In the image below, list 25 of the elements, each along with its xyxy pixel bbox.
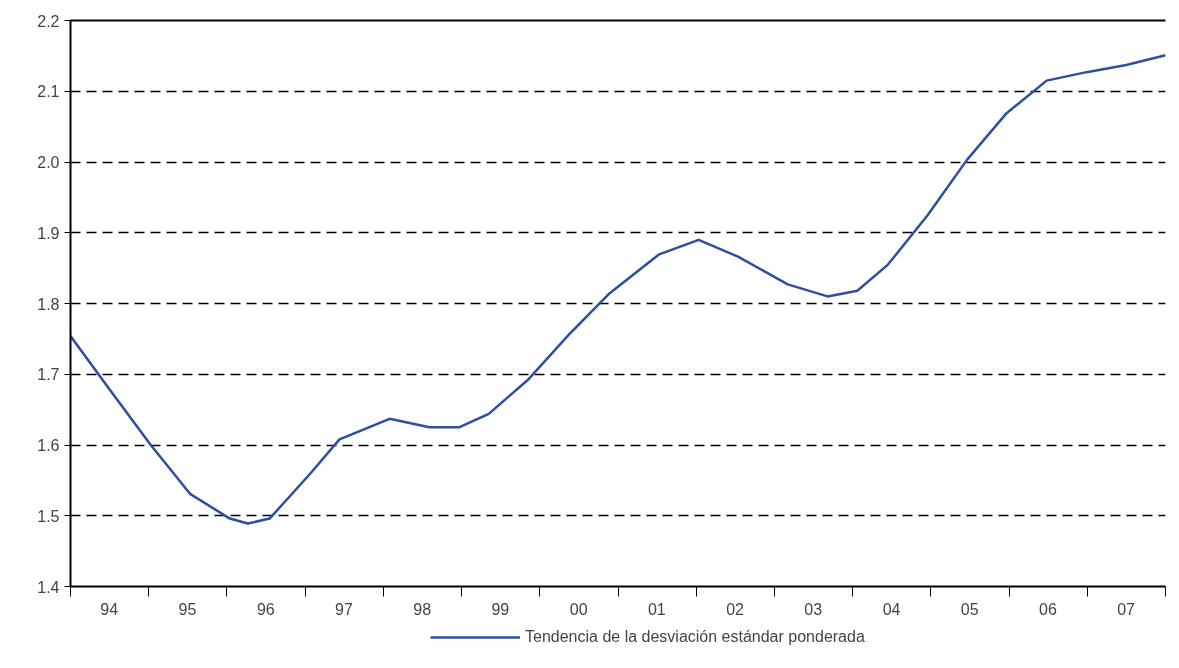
- x-tick-label: 06: [1039, 600, 1057, 618]
- y-tick-label: 1.6: [37, 437, 60, 454]
- x-tick-label: 01: [647, 600, 666, 618]
- x-tick-label: 05: [960, 600, 979, 618]
- x-tick-label: 97: [335, 600, 353, 618]
- y-tick-label: 2.2: [37, 12, 60, 30]
- y-tick-label: 1.5: [37, 507, 60, 525]
- y-tick-label: 1.7: [37, 366, 60, 384]
- y-tick-label: 2.1: [37, 83, 60, 101]
- text: Tendencia de la desviación estándar ponderada: [525, 628, 865, 646]
- y-tick-label: 1.9: [37, 224, 60, 242]
- x-tick-label: 98: [413, 600, 432, 618]
- x-tick-label: 95: [178, 600, 197, 618]
- y-tick-label: 1.8: [37, 295, 60, 313]
- x-tick-label: 07: [1117, 600, 1136, 618]
- y-tick-label: 2.0: [37, 154, 60, 171]
- y-tick-label: 1.4: [37, 578, 60, 596]
- x-tick-label: 04: [882, 600, 901, 618]
- x-tick-label: 96: [256, 600, 275, 618]
- line-series: [70, 53, 1166, 525]
- x-tick-label: 02: [726, 600, 745, 618]
- x-tick-label: 03: [804, 600, 823, 618]
- x-tick-label: 00: [569, 600, 588, 618]
- x-tick-label: 99: [491, 600, 510, 618]
- x-tick-label: 94: [100, 600, 119, 618]
